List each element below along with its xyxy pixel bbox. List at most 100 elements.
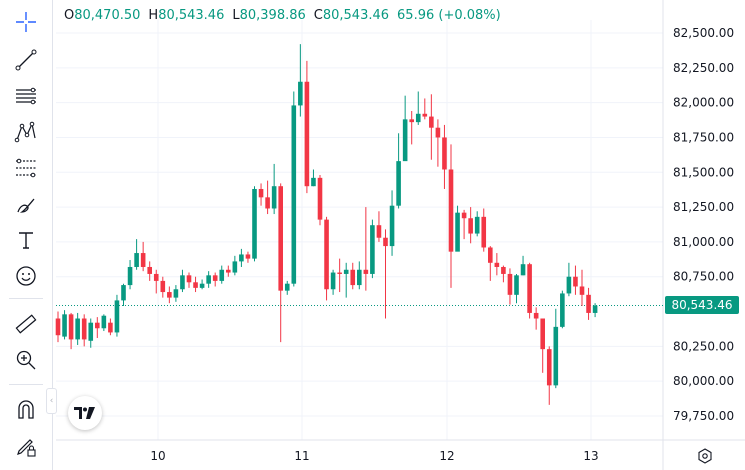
gear-icon[interactable]	[697, 448, 713, 464]
high-label: H	[148, 8, 159, 23]
lock-drawings-icon[interactable]	[8, 430, 44, 462]
magnet-icon[interactable]	[8, 394, 44, 426]
text-icon[interactable]	[8, 224, 44, 256]
collapse-toolbar-button[interactable]: ‹	[46, 388, 57, 414]
candle	[81, 314, 87, 347]
candle-body	[271, 186, 277, 209]
time-axis: 10 11 12 13	[150, 449, 598, 463]
candle	[160, 276, 166, 298]
candle	[180, 269, 185, 293]
candle	[468, 207, 473, 244]
candle-body	[357, 269, 362, 286]
candle-body	[81, 318, 87, 340]
candle-body	[370, 225, 375, 274]
price-tick-label: 81,750.00	[673, 130, 734, 144]
candle-body	[167, 292, 172, 298]
time-tick-label: 11	[294, 449, 309, 463]
candle	[95, 317, 100, 339]
candle	[186, 272, 192, 288]
candle-body	[383, 237, 388, 247]
brush-icon[interactable]	[8, 188, 44, 220]
candle-body	[55, 318, 61, 336]
candle-body	[514, 275, 519, 295]
ohlc-legend: O 80,470.50 H 80,543.46 L 80,398.86 C 80,543…	[64, 8, 501, 23]
horizontal-lines-icon[interactable]	[8, 80, 44, 112]
candle-body	[389, 205, 395, 247]
candle-body	[586, 294, 591, 313]
candle	[461, 209, 467, 240]
candle-body	[258, 188, 264, 198]
low-value: 80,398.86	[239, 8, 306, 23]
candle-body	[68, 314, 74, 340]
candle	[337, 258, 342, 293]
candle-body	[114, 300, 120, 333]
fib-retracement-icon[interactable]	[8, 152, 44, 184]
candle	[415, 91, 421, 125]
candle-body	[108, 322, 113, 333]
emoji-icon[interactable]	[8, 260, 44, 292]
candle	[101, 314, 107, 332]
candle-body	[579, 286, 585, 295]
candle	[298, 44, 303, 117]
low-label: L	[232, 8, 240, 23]
candle	[317, 175, 323, 226]
price-tick-label: 82,250.00	[673, 61, 734, 75]
candle-body	[101, 315, 107, 329]
candle-body	[173, 289, 179, 298]
candle-body	[560, 293, 565, 327]
candle	[121, 283, 126, 306]
candle	[291, 91, 297, 287]
candle-body	[199, 283, 205, 288]
trend-line-icon[interactable]	[8, 44, 44, 76]
candle-body	[488, 247, 493, 263]
candle	[278, 183, 283, 343]
candle	[324, 216, 329, 301]
candle	[232, 255, 238, 276]
candle-body	[147, 266, 152, 274]
pattern-icon[interactable]	[8, 116, 44, 148]
candle-body	[186, 275, 192, 283]
candle-body	[533, 312, 539, 319]
candles	[55, 44, 598, 405]
candle-body	[160, 280, 166, 293]
price-tick-label: 82,000.00	[673, 96, 734, 110]
candle	[566, 262, 572, 297]
candle-body	[337, 272, 342, 274]
candle	[55, 311, 61, 343]
change-value: 65.96 (+0.08%)	[397, 8, 501, 23]
candle-body	[206, 275, 211, 284]
candle-body	[75, 318, 80, 340]
candle	[304, 60, 310, 194]
crosshair-icon[interactable]	[8, 6, 44, 38]
candle	[546, 346, 552, 405]
candle	[147, 261, 152, 281]
candle	[520, 255, 526, 276]
candle-body	[363, 269, 369, 274]
candle-body	[422, 113, 428, 117]
candle	[527, 262, 532, 319]
candle	[173, 285, 179, 302]
candle	[494, 253, 500, 276]
candle	[533, 307, 539, 330]
chart-grid	[56, 20, 663, 440]
candle	[448, 144, 454, 288]
candle	[311, 169, 316, 187]
candle	[501, 265, 506, 283]
ruler-icon[interactable]	[8, 308, 44, 340]
candle	[271, 163, 277, 215]
candle-body	[212, 275, 218, 281]
candle	[481, 208, 487, 252]
zoom-in-icon[interactable]	[8, 344, 44, 376]
price-tick-label: 81,250.00	[673, 200, 734, 214]
tradingview-logo[interactable]	[68, 396, 102, 430]
candle	[68, 312, 74, 350]
candle-body	[468, 218, 473, 234]
candle	[252, 186, 257, 262]
candle	[429, 94, 434, 160]
candle-body	[396, 161, 401, 206]
candle-body	[226, 269, 231, 273]
open-value: 80,470.50	[74, 8, 141, 23]
candle	[592, 303, 598, 318]
candle-body	[442, 137, 447, 170]
